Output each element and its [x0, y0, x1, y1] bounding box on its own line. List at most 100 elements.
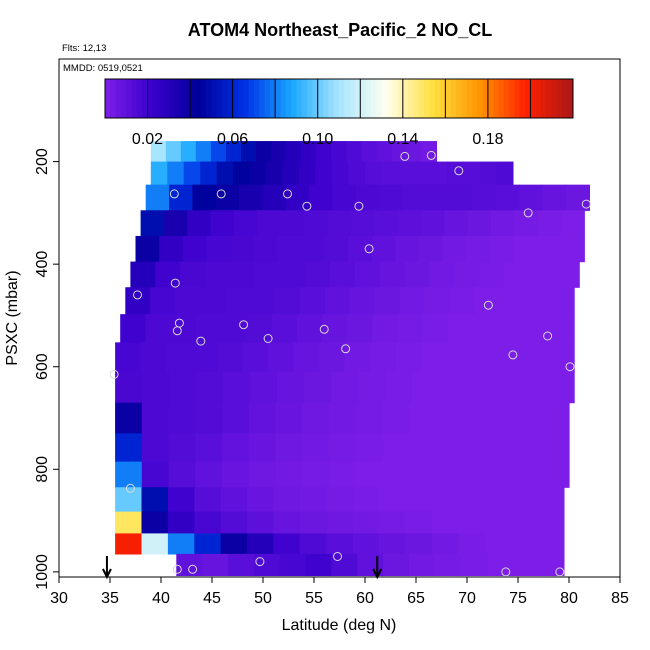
colorbar-segment — [541, 79, 547, 118]
heatmap-cell — [542, 402, 570, 434]
colorbar-segment — [142, 79, 149, 118]
heatmap-cell — [379, 261, 406, 288]
colorbar-segment — [557, 79, 563, 118]
colorbar-segment — [567, 79, 574, 118]
colorbar-segment — [195, 79, 202, 118]
colorbar-segment — [333, 79, 340, 118]
heatmap-cell — [262, 184, 287, 211]
colorbar — [104, 78, 574, 119]
colorbar-segment — [211, 79, 218, 118]
heatmap-cell — [512, 553, 539, 577]
observation-point — [555, 567, 565, 577]
colorbar-segment — [184, 79, 191, 118]
heatmap-cell — [537, 487, 565, 513]
heatmap-cell — [484, 487, 512, 513]
heatmap-cell — [210, 141, 227, 163]
observation-point — [109, 369, 119, 379]
heatmap-cell — [549, 287, 575, 315]
heatmap-cell — [537, 533, 565, 555]
heatmap-cell — [347, 314, 373, 343]
heatmap-cell — [182, 235, 207, 263]
heatmap-cell — [462, 433, 490, 463]
heatmap-cell — [194, 511, 222, 535]
heatmap-cell — [273, 487, 301, 513]
heatmap-cell — [302, 402, 330, 434]
observation-point — [364, 244, 374, 254]
chart-title: ATOM4 Northeast_Pacific_2 NO_CL — [188, 20, 492, 40]
colorbar-segment — [562, 79, 569, 118]
colorbar-segment — [461, 79, 468, 118]
x-tick-label: 40 — [152, 590, 170, 607]
heatmap-cell — [142, 371, 170, 404]
heatmap-cell — [473, 314, 500, 343]
heatmap-cell — [406, 141, 422, 163]
heatmap-cell — [277, 371, 305, 404]
heatmap-cell — [239, 184, 264, 211]
colorbar-segment — [158, 79, 164, 118]
heatmap-cell — [195, 433, 223, 463]
heatmap-cell — [529, 261, 555, 288]
heatmap-cell — [355, 402, 383, 434]
heatmap-cell — [167, 161, 185, 186]
colorbar-segment — [456, 79, 462, 118]
heatmap-cell — [268, 342, 295, 373]
heatmap-cell — [439, 371, 467, 404]
heatmap-cell — [279, 553, 307, 577]
colorbar-segment — [493, 79, 500, 118]
colorbar-segment — [466, 79, 473, 118]
heatmap-cell — [266, 161, 284, 186]
heatmap-cell — [379, 184, 404, 211]
heatmap-cell — [462, 461, 490, 488]
heatmap-cell — [379, 487, 407, 513]
heatmap-cell — [141, 461, 170, 488]
colorbar-segment — [120, 79, 127, 118]
heatmap-cell — [408, 461, 437, 488]
observation-point — [565, 362, 575, 372]
heatmap-cell — [200, 161, 218, 186]
heatmap-cell — [274, 287, 301, 315]
heatmap-cell — [141, 511, 169, 535]
heatmap-cell — [194, 487, 222, 513]
heatmap-cell — [141, 433, 170, 463]
flights-label: Flts: 12,13 — [62, 43, 106, 54]
colorbar-tick-label: 0.10 — [302, 131, 333, 148]
heatmap-cell — [326, 487, 354, 513]
heatmap-cell — [223, 371, 251, 404]
heatmap-cell — [140, 210, 165, 237]
colorbar-segment — [110, 79, 117, 118]
colorbar-segment — [397, 79, 404, 118]
heatmap-cell — [120, 314, 147, 343]
heatmap-cell — [397, 210, 422, 237]
heatmap-cell — [382, 402, 410, 434]
heatmap-cell — [321, 314, 348, 343]
y-tick-label: 600 — [34, 353, 51, 380]
heatmap-cell — [249, 161, 267, 186]
x-axis-label: Latitude (deg N) — [282, 617, 397, 634]
heatmap-cell — [431, 533, 459, 555]
colorbar-segment — [168, 79, 175, 118]
heatmap-cell — [399, 287, 426, 315]
heatmap-cell — [383, 553, 410, 577]
heatmap-cell — [293, 342, 320, 373]
x-tick-label: 80 — [560, 590, 578, 607]
colorbar-tick-label: 0.06 — [217, 131, 248, 148]
heatmap-cell — [408, 433, 437, 463]
heatmap-cell — [324, 235, 349, 263]
heatmap-cell — [520, 371, 548, 404]
heatmap-cell — [331, 141, 347, 163]
heatmap-cell — [379, 533, 407, 555]
colorbar-segment — [105, 79, 111, 118]
heatmap-cell — [196, 371, 224, 404]
heatmap-cell — [466, 235, 491, 263]
heatmap-cell — [446, 342, 473, 373]
heatmap-cell — [328, 461, 356, 488]
colorbar-segment — [482, 79, 489, 118]
observation-point — [172, 564, 182, 574]
heatmap-cell — [435, 461, 463, 488]
colorbar-segment — [525, 79, 531, 118]
heatmap-cell — [309, 184, 334, 211]
heatmap-cell — [435, 433, 463, 463]
y-axis: 200 400 600 800 1000 — [34, 59, 60, 590]
colorbar-segment — [147, 79, 154, 118]
x-tick-label: 65 — [407, 590, 425, 607]
